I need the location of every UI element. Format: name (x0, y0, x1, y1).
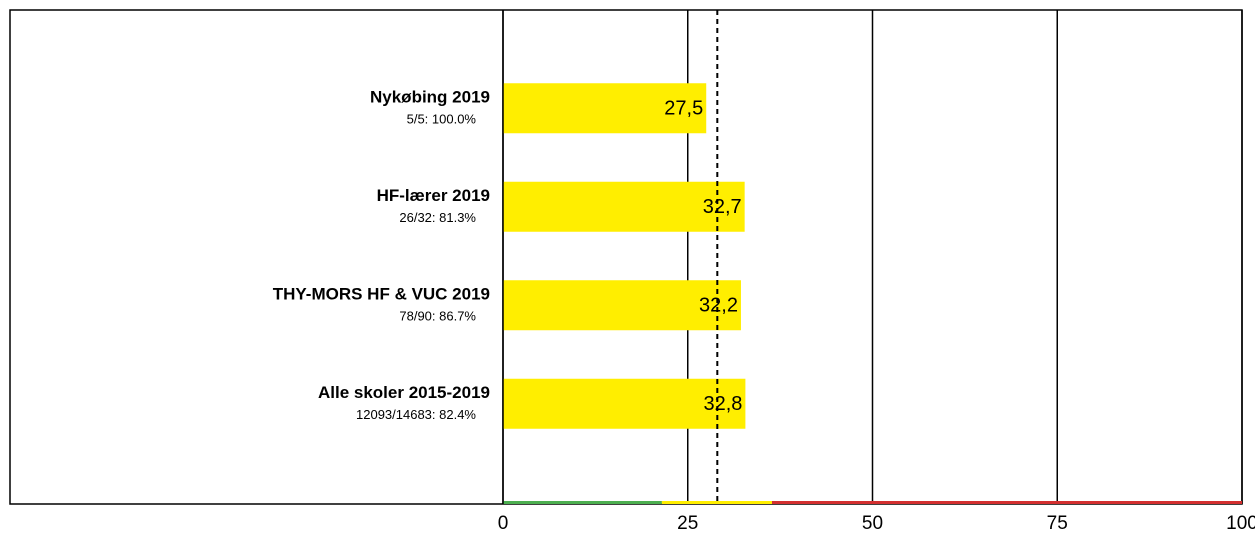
value-label: 32,8 (703, 393, 742, 415)
category-subtitle: 78/90: 86.7% (399, 309, 476, 324)
category-label: THY-MORS HF & VUC 2019 (273, 285, 490, 304)
x-tick-label: 50 (862, 513, 883, 534)
x-tick-label: 25 (677, 513, 698, 534)
x-tick-label: 75 (1047, 513, 1068, 534)
category-label: Nykøbing 2019 (370, 88, 490, 107)
category-label: Alle skoler 2015-2019 (318, 383, 490, 402)
bar (503, 280, 741, 331)
category-subtitle: 5/5: 100.0% (407, 112, 477, 127)
value-label: 32,7 (703, 196, 742, 218)
x-tick-label: 100 (1226, 513, 1255, 534)
bar (503, 83, 707, 134)
bar (503, 378, 746, 429)
value-label: 32,2 (699, 295, 738, 317)
value-label: 27,5 (664, 98, 703, 120)
category-subtitle: 26/32: 81.3% (399, 210, 476, 225)
bar (503, 181, 745, 232)
category-label: HF-lærer 2019 (377, 186, 490, 205)
category-subtitle: 12093/14683: 82.4% (356, 407, 476, 422)
x-tick-label: 0 (498, 513, 509, 534)
